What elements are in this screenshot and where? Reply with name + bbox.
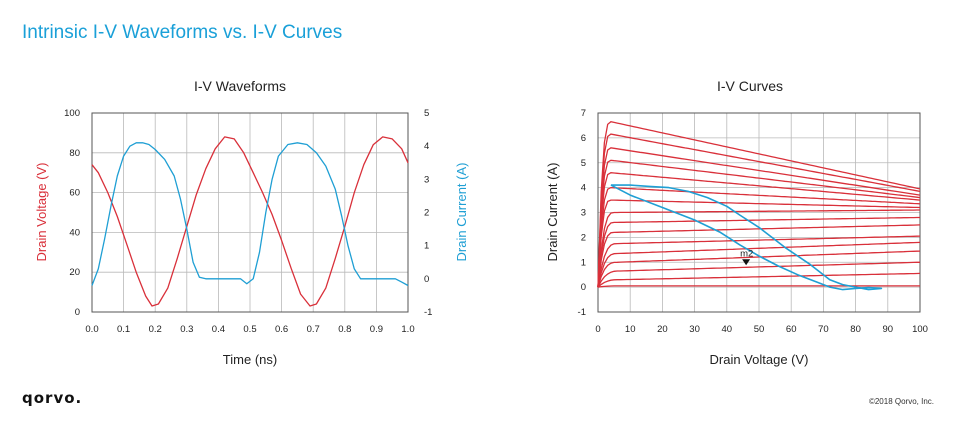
iv-curve xyxy=(597,199,921,288)
iv-curve xyxy=(597,224,921,288)
right-x-tick-label: 60 xyxy=(786,324,797,335)
left-x-tick-label: 0.0 xyxy=(85,324,98,335)
right-y-tick-label: 2 xyxy=(581,232,586,243)
right-x-tick-label: 40 xyxy=(722,324,733,335)
right-x-tick-label: 10 xyxy=(625,324,636,335)
right-y-tick-label: 3 xyxy=(581,208,586,219)
right-x-axis-title: Drain Voltage (V) xyxy=(710,352,809,367)
left-y2-axis-title: Drain Current (A) xyxy=(454,163,469,262)
left-y2-tick-label: 4 xyxy=(424,141,429,152)
left-y-tick-label: 100 xyxy=(64,108,80,119)
left-y2-tick-label: 0 xyxy=(424,274,429,285)
iv-curve xyxy=(597,235,921,288)
left-y-tick-label: 0 xyxy=(75,307,80,318)
right-x-tick-label: 30 xyxy=(689,324,700,335)
iv-curve xyxy=(597,172,921,288)
iv-curve xyxy=(597,209,920,288)
right-y-tick-label: 6 xyxy=(581,133,586,144)
iv-curve xyxy=(597,216,920,288)
m2-marker xyxy=(742,259,751,266)
right-y-axis-title: Drain Current (A) xyxy=(545,163,560,262)
drain-voltage-line xyxy=(91,136,409,307)
iv-curve xyxy=(597,186,921,288)
left-x-tick-label: 0.2 xyxy=(149,324,162,335)
left-y-tick-label: 80 xyxy=(69,148,80,159)
left-chart-title: I-V Waveforms xyxy=(193,78,287,94)
right-x-tick-label: 70 xyxy=(818,324,829,335)
right-y-tick-label: 7 xyxy=(581,108,586,119)
right-y-tick-label: 1 xyxy=(581,257,586,268)
right-x-tick-label: 20 xyxy=(657,324,668,335)
left-y-tick-label: 40 xyxy=(69,227,80,238)
left-y-tick-label: 60 xyxy=(69,188,80,199)
left-y2-tick-label: 5 xyxy=(424,108,429,119)
slide-title: Intrinsic I-V Waveforms vs. I-V Curves xyxy=(22,22,343,43)
iv-curve xyxy=(597,261,920,288)
left-x-tick-label: 0.6 xyxy=(275,324,288,335)
left-y-axis-title: Drain Voltage (V) xyxy=(34,163,49,262)
right-y-tick-label: 4 xyxy=(581,183,586,194)
iv-curve xyxy=(597,272,921,288)
iv-curve xyxy=(597,133,921,288)
left-x-tick-label: 0.8 xyxy=(338,324,351,335)
left-x-tick-label: 0.1 xyxy=(117,324,130,335)
iv-curve xyxy=(597,250,921,288)
left-x-axis-title: Time (ns) xyxy=(223,352,277,367)
left-x-tick-label: 0.5 xyxy=(243,324,256,335)
iv-curve xyxy=(597,241,921,288)
right-y-tick-label: 0 xyxy=(581,282,586,293)
left-y2-tick-label: 2 xyxy=(424,208,429,219)
left-x-tick-label: 0.3 xyxy=(180,324,193,335)
left-x-tick-label: 1.0 xyxy=(401,324,414,335)
m2-marker-label: m2 xyxy=(740,248,753,259)
right-x-tick-label: 80 xyxy=(850,324,861,335)
iv-curve xyxy=(597,147,921,288)
right-y-tick-label: -1 xyxy=(578,307,586,318)
copyright-text: ©2018 Qorvo, Inc. xyxy=(868,397,934,406)
right-plot-frame xyxy=(597,112,921,313)
drain-current-line xyxy=(91,142,409,287)
qorvo-logo: qorvo. xyxy=(22,389,83,407)
left-y2-tick-label: 1 xyxy=(424,241,429,252)
left-x-tick-label: 0.4 xyxy=(212,324,225,335)
right-x-tick-label: 50 xyxy=(754,324,765,335)
iv-curve xyxy=(597,159,921,288)
right-chart-title: I-V Curves xyxy=(716,78,784,94)
iv-curve xyxy=(597,285,920,288)
right-x-tick-label: 90 xyxy=(883,324,894,335)
left-y2-tick-label: 3 xyxy=(424,174,429,185)
left-x-tick-label: 0.7 xyxy=(307,324,320,335)
right-y-tick-label: 5 xyxy=(581,158,586,169)
left-x-tick-label: 0.9 xyxy=(370,324,383,335)
left-y2-tick-label: -1 xyxy=(424,307,432,318)
right-x-tick-label: 0 xyxy=(595,324,600,335)
left-plot-frame xyxy=(91,112,409,313)
right-x-tick-label: 100 xyxy=(912,324,928,335)
left-y-tick-label: 20 xyxy=(69,267,80,278)
load-line xyxy=(610,184,883,291)
iv-curve xyxy=(597,120,921,288)
